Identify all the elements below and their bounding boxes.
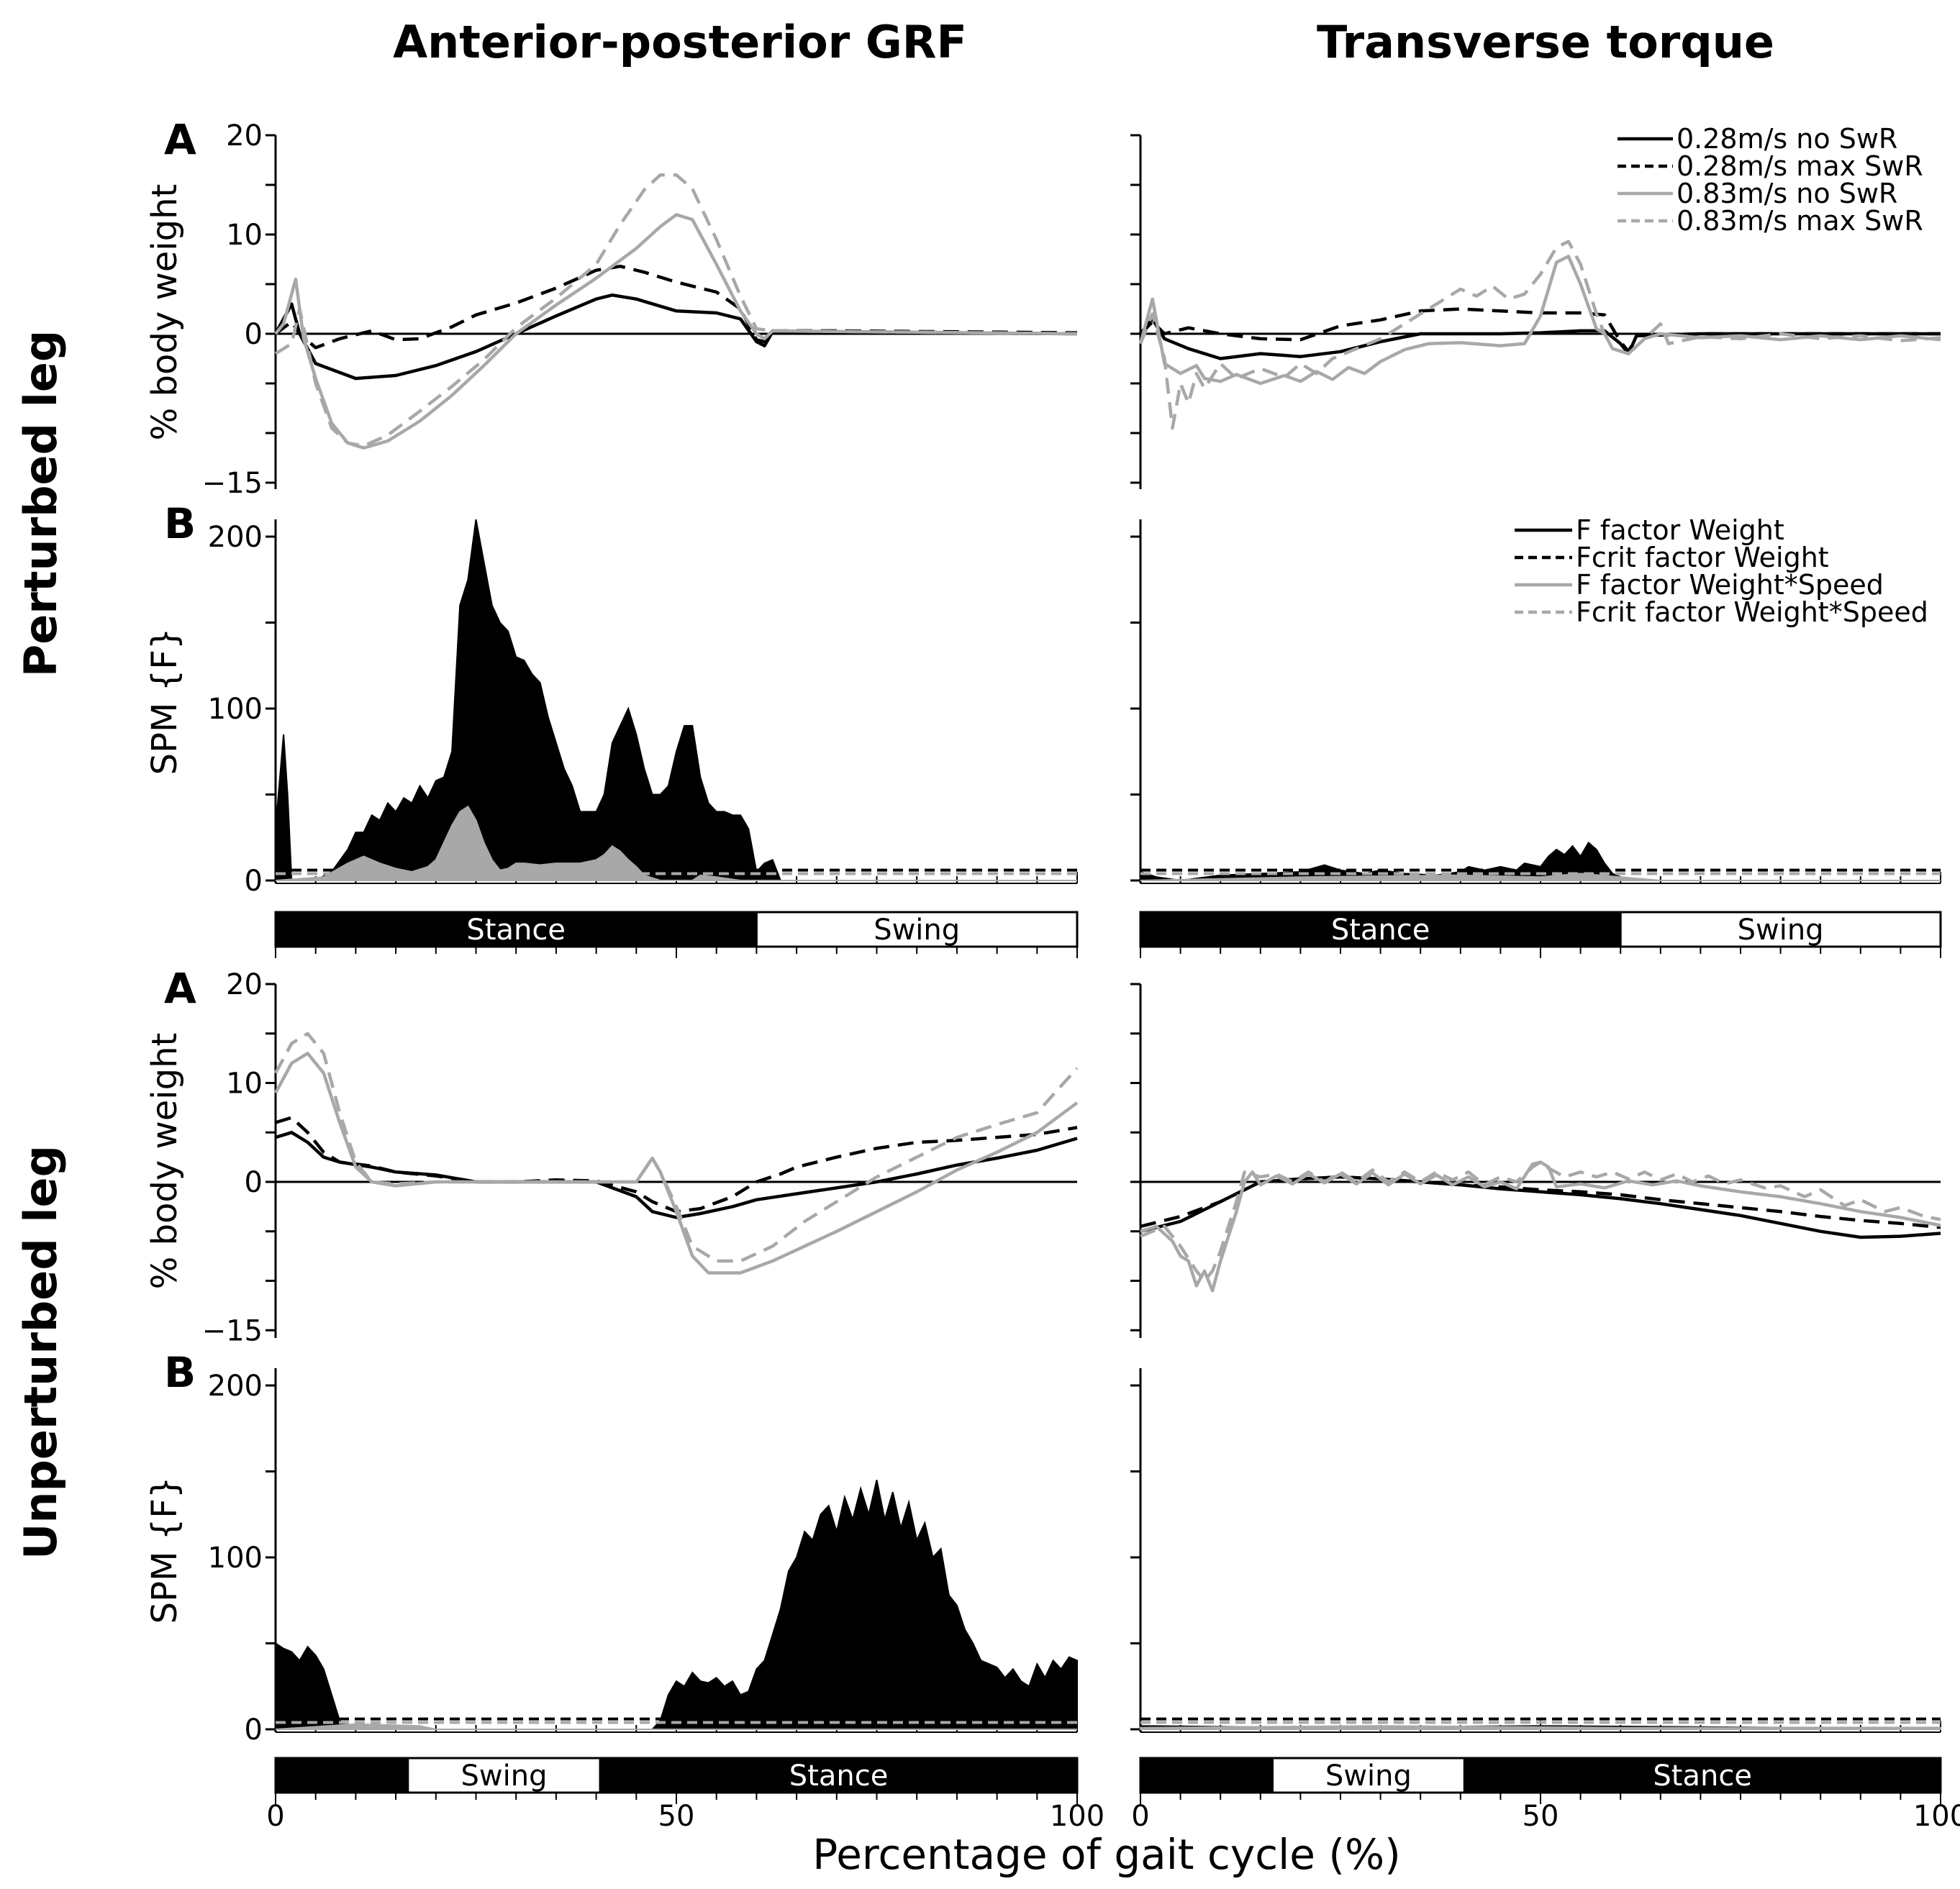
y-axis-title: % body weight <box>145 184 185 441</box>
phase-label: Stance <box>789 1760 889 1793</box>
phase-bar: Swing Stance 0 50 100 <box>1131 1757 1960 1833</box>
series-line <box>1139 307 1941 354</box>
panel-letter-B: B <box>164 1348 196 1397</box>
series-line <box>275 1116 1078 1214</box>
phase-segment <box>1271 1757 1466 1794</box>
phase-label: Swing <box>1738 914 1824 947</box>
x-tick-label: 0 <box>266 1800 284 1833</box>
panel-unpert-tt-B <box>1130 1368 1941 1733</box>
phase-segment <box>1463 1757 1942 1794</box>
panel-unpert-ap-B: 200 100 0 B SPM {F} <box>145 1348 1078 1747</box>
y-tick-label: −15 <box>202 467 263 500</box>
series-line <box>1140 1160 1941 1293</box>
row-title-unperturbed: Unperturbed leg <box>14 1145 67 1560</box>
panel-letter-A: A <box>164 964 196 1013</box>
phase-bar: Stance Swing <box>1139 911 1942 958</box>
y-tick-label: 20 <box>226 119 263 153</box>
y-tick-label: 0 <box>245 865 263 898</box>
legend-label: 0.83m/s no SwR <box>1677 178 1897 209</box>
panel-pert-ap-B: 200 100 0 B SPM {F} <box>145 499 1078 898</box>
series-line <box>274 1052 1079 1275</box>
y-tick-label: 0 <box>245 1166 263 1199</box>
y-tick-label: 0 <box>245 318 263 351</box>
phase-label: Stance <box>1653 1760 1752 1793</box>
series-area <box>275 519 1077 881</box>
phase-label: Stance <box>1331 914 1430 947</box>
phase-segment <box>1139 1757 1274 1794</box>
legend-label: 0.28m/s max SwR <box>1677 150 1923 182</box>
panel-letter-B: B <box>164 499 196 548</box>
phase-segment <box>599 1757 1079 1794</box>
phase-bar: Swing Stance 0 50 100 <box>266 1757 1104 1833</box>
panel-unpert-ap-A: 20 10 0 −15 A % body weight <box>145 964 1079 1347</box>
series-line <box>274 264 1078 350</box>
phase-segment <box>274 1757 409 1794</box>
phase-segment <box>1139 911 1622 948</box>
phase-segment <box>407 1757 602 1794</box>
phase-segment <box>755 911 1079 948</box>
y-tick-label: 200 <box>208 521 263 554</box>
series-line <box>1140 1175 1941 1239</box>
y-tick-label: 10 <box>226 219 263 252</box>
series-line <box>274 293 1078 381</box>
x-tick-label: 100 <box>1050 1800 1104 1833</box>
x-axis-title: Percentage of gait cycle (%) <box>812 1830 1400 1879</box>
phase-label: Stance <box>466 914 566 947</box>
legend-label: Fcrit factor Weight*Speed <box>1576 596 1928 628</box>
y-tick-label: 100 <box>208 693 263 726</box>
legend-label: 0.83m/s max SwR <box>1677 205 1923 237</box>
series-line <box>1138 240 1941 430</box>
series-area <box>1140 1725 1941 1730</box>
panel-letter-A: A <box>164 115 196 164</box>
panel-pert-ap-A: 20 10 0 −15 A % body weight <box>145 115 1078 500</box>
x-tick-label: 0 <box>1131 1800 1149 1833</box>
y-tick-label: −15 <box>202 1314 263 1347</box>
series-area <box>1140 873 1941 881</box>
phase-bar: Stance Swing <box>274 911 1079 958</box>
series-area <box>275 805 1077 881</box>
y-tick-label: 200 <box>208 1370 263 1403</box>
y-tick-label: 10 <box>226 1068 263 1101</box>
panel-unpert-tt-A <box>1130 983 1941 1338</box>
phase-label: Swing <box>1325 1760 1412 1793</box>
y-tick-label: 100 <box>208 1542 263 1575</box>
legend-label: F factor Weight*Speed <box>1576 569 1884 601</box>
phase-label: Swing <box>461 1760 548 1793</box>
y-axis-title: SPM {F} <box>145 628 185 775</box>
y-tick-label: 20 <box>226 968 263 1001</box>
x-tick-label: 50 <box>658 1800 695 1833</box>
phase-label: Swing <box>874 914 960 947</box>
y-axis-title: SPM {F} <box>145 1477 185 1624</box>
phase-segment <box>1619 911 1942 948</box>
legend-label: F factor Weight <box>1576 514 1784 546</box>
y-axis-title: % body weight <box>145 1033 185 1290</box>
series-area <box>275 1723 1077 1730</box>
row-title-perturbed: Perturbed leg <box>14 330 67 678</box>
legend-label: Fcrit factor Weight <box>1576 542 1829 573</box>
legend-label: 0.28m/s no SwR <box>1677 123 1897 155</box>
col-title-ap: Anterior-posterior GRF <box>393 16 967 68</box>
x-tick-label: 100 <box>1913 1800 1960 1833</box>
series-line <box>1140 1160 1941 1283</box>
x-tick-label: 50 <box>1523 1800 1559 1833</box>
series-line <box>274 1032 1079 1263</box>
series-area <box>275 1480 1078 1730</box>
col-title-tt: Transverse torque <box>1317 16 1774 68</box>
y-tick-label: 0 <box>245 1713 263 1747</box>
